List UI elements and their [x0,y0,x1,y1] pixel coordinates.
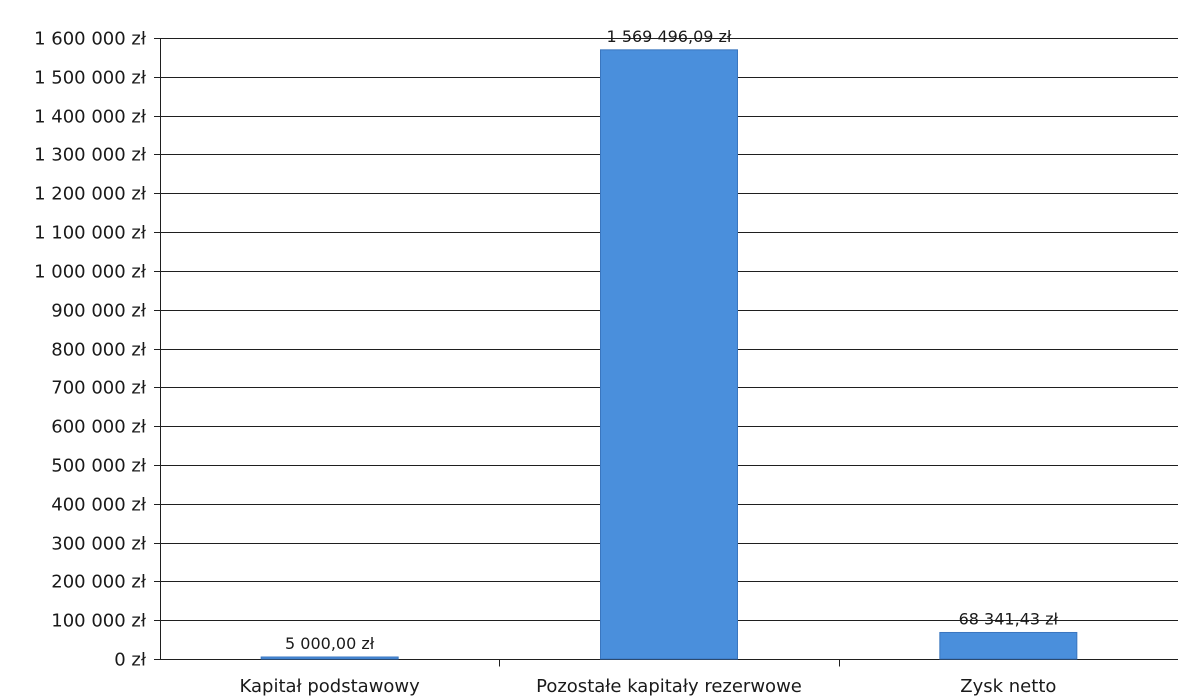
y-tick-label: 800 000 zł [51,340,147,361]
y-tick-labels: 0 zł 100 000 zł 200 000 zł 300 000 zł 400 00… [34,29,147,671]
y-tick-label: 700 000 zł [51,378,147,399]
bar [939,631,1078,660]
y-tick-label: 1 300 000 zł [34,145,147,166]
y-tick-label: 900 000 zł [51,301,147,322]
data-label: 5 000,00 zł [285,634,375,653]
y-tick-label: 600 000 zł [51,417,147,438]
category-label: Zysk netto [960,676,1056,696]
bar [600,49,738,660]
bar [260,656,399,660]
category-labels: Kapitał podstawowy Pozostałe kapitały rez… [240,676,1057,696]
data-label: 68 341,43 zł [959,609,1059,628]
y-tick-label: 1 500 000 zł [34,68,147,89]
data-label: 1 569 496,09 zł [607,27,732,46]
y-tick-label: 1 600 000 zł [34,29,147,50]
y-tick-label: 1 400 000 zł [34,107,147,128]
category-label: Kapitał podstawowy [240,676,421,696]
y-tick-label: 1 100 000 zł [34,223,147,244]
y-tick-label: 200 000 zł [51,572,147,593]
y-tick-label: 1 200 000 zł [34,184,147,205]
y-tick-label: 0 zł [114,650,147,671]
y-tick-label: 100 000 zł [51,611,147,632]
y-tick-label: 1 000 000 zł [34,262,147,283]
data-labels: 5 000,00 zł 1 569 496,09 zł 68 341,43 zł [285,27,1058,653]
bars [260,49,1078,660]
y-tick-label: 400 000 zł [51,495,147,516]
category-label: Pozostałe kapitały rezerwowe [536,676,802,696]
y-tick-label: 500 000 zł [51,456,147,477]
y-tick-label: 300 000 zł [51,534,147,555]
